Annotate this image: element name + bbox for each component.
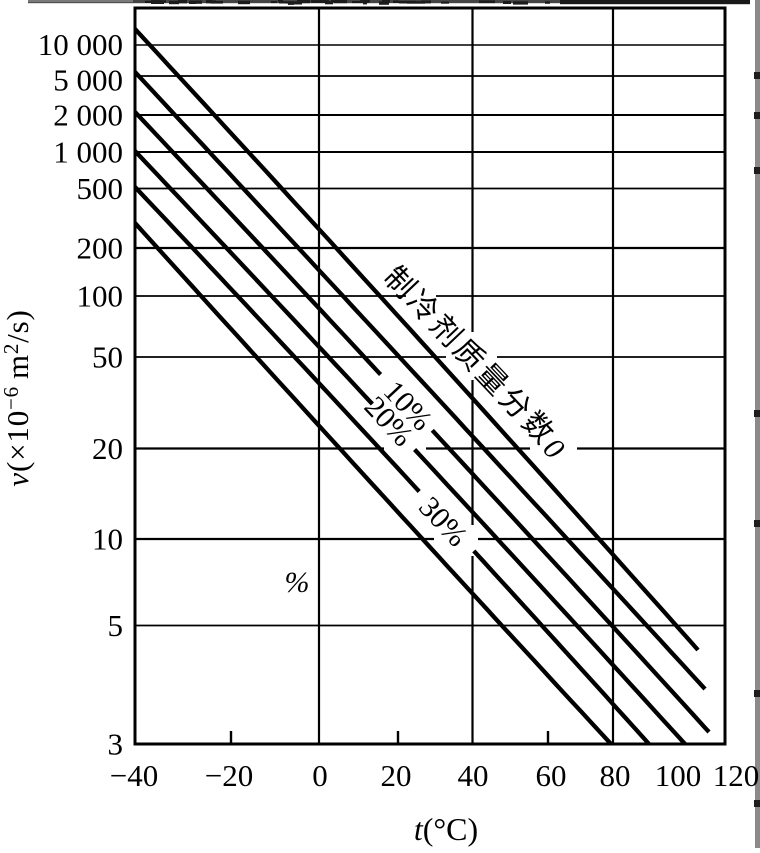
svg-text:80: 80 xyxy=(600,758,631,793)
svg-text:20: 20 xyxy=(92,431,123,466)
svg-text:120: 120 xyxy=(713,758,760,793)
svg-text:10: 10 xyxy=(92,522,123,557)
svg-text:3: 3 xyxy=(108,727,124,762)
svg-text:50: 50 xyxy=(92,340,123,375)
svg-text:40: 40 xyxy=(458,758,489,793)
svg-text:2 000: 2 000 xyxy=(53,98,123,133)
svg-text:−20: −20 xyxy=(205,758,253,793)
svg-text:100: 100 xyxy=(77,279,124,314)
svg-text:5: 5 xyxy=(108,608,124,643)
svg-text:20: 20 xyxy=(381,758,412,793)
svg-text:1 000: 1 000 xyxy=(53,135,123,170)
svg-text:60: 60 xyxy=(536,758,567,793)
svg-text:10 000: 10 000 xyxy=(38,27,123,62)
svg-text:5 000: 5 000 xyxy=(53,63,123,98)
svg-text:%: % xyxy=(285,566,310,599)
svg-text:0: 0 xyxy=(312,758,328,793)
svg-text:200: 200 xyxy=(77,231,124,266)
svg-text:t(°C): t(°C) xyxy=(414,811,478,847)
svg-text:−40: −40 xyxy=(110,758,158,793)
svg-text:500: 500 xyxy=(77,171,124,206)
svg-text:100: 100 xyxy=(655,758,702,793)
